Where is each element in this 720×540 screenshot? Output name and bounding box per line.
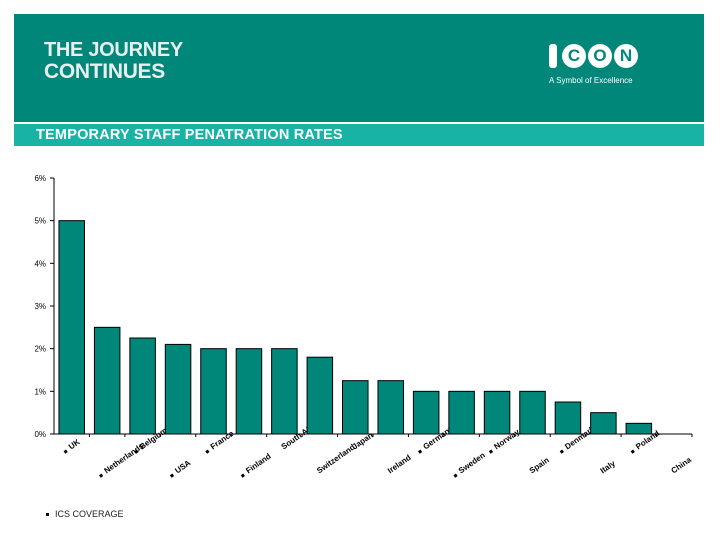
legend: ICS COVERAGE [46, 509, 124, 519]
y-tick-label: 6% [34, 174, 46, 183]
bar-norway [483, 390, 511, 435]
x-tick-label-group: Italy [599, 458, 618, 475]
x-tick-label: UK [67, 437, 82, 451]
bar-france [200, 348, 227, 435]
x-tick-label-group: China [670, 455, 694, 475]
bar-ireland [377, 380, 404, 435]
bar-germany [412, 390, 440, 435]
y-tick-label: 5% [34, 217, 46, 226]
bar-usa [164, 343, 192, 435]
x-tick-label: USA [173, 458, 192, 475]
ics-coverage-marker [169, 473, 175, 478]
x-tick-label-group: Finland [240, 452, 273, 478]
ics-coverage-marker [488, 449, 494, 454]
y-tick-label: 0% [34, 430, 46, 439]
legend-label: ICS COVERAGE [55, 509, 124, 519]
y-tick-label: 2% [34, 345, 46, 354]
banner-title-line2: CONTINUES [44, 60, 165, 83]
bar-denmark [554, 401, 582, 435]
x-tick-label-group: Spain [528, 455, 551, 475]
bar-poland [625, 422, 653, 435]
bar-sweden [448, 390, 475, 435]
y-tick-label: 3% [34, 302, 46, 311]
x-tick-label: Sweden [457, 451, 487, 476]
bar-netherlands [93, 326, 121, 435]
ics-coverage-marker [205, 449, 210, 454]
x-tick-label-group: USA [169, 458, 192, 478]
bar-finland [235, 348, 263, 435]
logo-wordmark: C O N [549, 44, 669, 68]
subtitle-bar: TEMPORARY STAFF PENATRATION RATES [14, 124, 704, 146]
x-tick-label: Spain [528, 455, 551, 475]
x-tick-label: Switzerland [315, 442, 357, 475]
ics-coverage-marker [63, 449, 68, 454]
x-tick-label-group: Netherlands [98, 441, 146, 478]
logo-tagline: A Symbol of Excellence [549, 76, 633, 85]
x-tick-label: Ireland [386, 453, 413, 475]
legend-marker [46, 512, 49, 516]
banner-title-line1: THE JOURNEY [44, 39, 183, 61]
bar-switzerland [306, 356, 334, 435]
ics-coverage-marker [134, 449, 139, 454]
bar-chart: 0%1%2%3%4%5%6%UK NetherlandsBelgiumUSAFra… [34, 174, 694, 478]
logo-c-mark: C [562, 44, 586, 68]
bar-italy [590, 412, 617, 435]
ics-coverage-marker [240, 473, 245, 478]
bar-south-africa [271, 348, 298, 435]
chart-title: TEMPORARY STAFF PENATRATION RATES [36, 127, 343, 143]
logo-i-mark [549, 44, 557, 68]
x-tick-label-group: Ireland [386, 453, 413, 475]
ics-coverage-marker [453, 473, 458, 478]
logo-o-mark: O [588, 44, 612, 68]
chart-container: 0% 1% 2% 3% 4% 5% 6% UK Netherlands Belgium USA Fra… [14, 146, 704, 536]
icon-logo: C O N A Symbol of Excellence [549, 44, 669, 94]
y-tick-label: 1% [34, 387, 46, 396]
ics-coverage-marker [559, 449, 564, 454]
y-tick-label: 4% [34, 259, 46, 268]
x-tick-label: Italy [599, 458, 618, 475]
x-tick-label-group: Sweden [453, 451, 487, 478]
ics-coverage-marker [630, 449, 635, 454]
header-banner: THE JOURNEY CONTINUES C O N A Symbol of … [14, 14, 704, 122]
bar-uk [58, 220, 85, 435]
ics-coverage-marker [98, 473, 104, 478]
bar-spain [519, 390, 546, 435]
logo-n-mark: N [614, 44, 638, 68]
x-tick-label-group: UK [63, 437, 82, 454]
ics-coverage-marker [417, 449, 423, 454]
banner-title: THE JOURNEY CONTINUES [44, 39, 183, 83]
x-tick-label: China [670, 455, 694, 475]
x-tick-label: Finland [244, 452, 273, 476]
bar-japan [342, 380, 369, 435]
x-tick-label-group: Switzerland [315, 442, 357, 475]
bar-belgium [129, 337, 156, 435]
